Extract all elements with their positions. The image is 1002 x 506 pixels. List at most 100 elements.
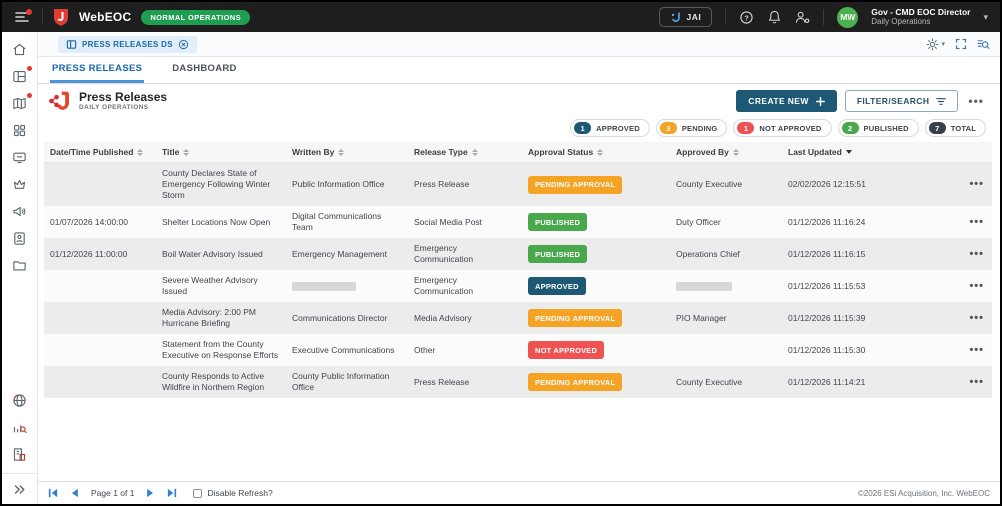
- last-page-button[interactable]: [167, 488, 177, 498]
- cell-date-time-published: [44, 377, 156, 387]
- tab-dashboard[interactable]: DASHBOARD: [172, 63, 237, 74]
- menus-icon[interactable]: [11, 122, 29, 139]
- cell-last-updated: 01/12/2026 11:16:15: [788, 248, 866, 259]
- column-label: Release Type: [414, 147, 468, 157]
- webeoc-logo-icon: [54, 9, 68, 26]
- maps-icon[interactable]: [11, 93, 32, 112]
- create-new-button[interactable]: CREATE NEW: [736, 90, 837, 112]
- column-label: Approval Status: [528, 147, 594, 157]
- plugins-icon[interactable]: [11, 176, 29, 193]
- disable-refresh-checkbox[interactable]: [193, 488, 203, 498]
- cell-release-type: Emergency Communication: [414, 275, 474, 296]
- boards-icon[interactable]: [11, 66, 32, 85]
- disable-refresh-label: Disable Refresh?: [207, 488, 273, 498]
- sort-icon: [471, 148, 478, 156]
- next-page-button[interactable]: [146, 488, 155, 498]
- globe-icon[interactable]: [11, 392, 29, 409]
- summary-badge-total[interactable]: 7 TOTAL: [924, 119, 986, 137]
- board-analytics-icon[interactable]: [11, 419, 29, 436]
- badge-count: 2: [841, 122, 859, 134]
- row-actions-button[interactable]: •••: [969, 215, 984, 228]
- divider: [823, 9, 825, 25]
- cell-release-type: Press Release: [414, 179, 470, 189]
- find-in-board-icon[interactable]: [977, 38, 990, 50]
- board-subtitle: DAILY OPERATIONS: [79, 104, 149, 112]
- user-name: Gov - CMD EOC Director: [871, 6, 971, 17]
- fullscreen-icon[interactable]: [955, 38, 967, 50]
- cell-last-updated: 01/12/2026 11:15:30: [788, 344, 866, 355]
- expand-sidebar-icon[interactable]: [11, 481, 29, 498]
- filter-icon: [936, 97, 947, 105]
- user-menu-caret-icon[interactable]: ▾: [983, 11, 988, 22]
- row-actions-button[interactable]: •••: [969, 343, 984, 356]
- home-icon[interactable]: [11, 41, 29, 58]
- row-actions-button[interactable]: •••: [969, 178, 984, 190]
- row-actions-button[interactable]: •••: [969, 247, 984, 260]
- table-body: County Declares State of Emergency Follo…: [44, 163, 992, 398]
- maps-badge-dot: [26, 93, 32, 98]
- help-icon[interactable]: ?: [739, 10, 754, 25]
- notifications-bell-icon[interactable]: [767, 10, 782, 25]
- table-row[interactable]: Media Advisory: 2:00 PM Hurricane Briefi…: [44, 302, 992, 334]
- organization-icon[interactable]: [11, 446, 29, 463]
- table-row[interactable]: Severe Weather Advisory Issued Emergency …: [44, 270, 992, 302]
- folder-icon[interactable]: [11, 257, 29, 274]
- row-actions-button[interactable]: •••: [969, 311, 984, 324]
- board-grid-icon: [66, 39, 77, 49]
- copyright-text: ©2026 ESi Acquisition, Inc. WebEOC: [857, 488, 990, 498]
- column-header-last-updated[interactable]: Last Updated: [782, 142, 912, 162]
- column-header-title[interactable]: Title: [156, 142, 286, 162]
- badge-count: 1: [574, 122, 592, 134]
- summary-badge-approved[interactable]: 1 APPROVED: [570, 119, 650, 137]
- monitor-icon[interactable]: [11, 149, 29, 166]
- table-row[interactable]: County Responds to Active Wildfire in No…: [44, 366, 992, 398]
- board-tab-press-releases-ds[interactable]: PRESS RELEASES DS: [58, 35, 197, 53]
- board-settings-gear-icon[interactable]: ▾: [926, 38, 945, 51]
- cell-approval-status: PENDING APPROVAL: [522, 171, 670, 199]
- status-chip-pending-approval: PENDING APPROVAL: [528, 175, 623, 194]
- summary-badge-not-approved[interactable]: 1 NOT APPROVED: [733, 119, 832, 137]
- table-row[interactable]: Statement from the County Executive on R…: [44, 334, 992, 366]
- cell-written-by: County Public Information Office: [292, 371, 390, 392]
- board-tab-strip: PRESS RELEASES DS ▾: [38, 32, 1000, 57]
- tab-press-releases[interactable]: PRESS RELEASES: [50, 57, 145, 83]
- column-label: Approved By: [676, 147, 729, 157]
- view-tabs: PRESS RELEASES DASHBOARD: [38, 57, 1000, 84]
- user-info[interactable]: Gov - CMD EOC Director Daily Operations: [871, 7, 970, 28]
- summary-badges: 1 APPROVED 3 PENDING 1 NOT APPROVED 2 PUBLISHED…: [38, 116, 1000, 140]
- table-row[interactable]: 01/07/2026 14:00:00 Shelter Locations Now…: [44, 206, 992, 238]
- cell-approved-by: County Executive: [676, 179, 743, 189]
- broadcast-megaphone-icon[interactable]: [11, 203, 29, 220]
- row-actions-button[interactable]: •••: [969, 279, 984, 292]
- column-header-release-type[interactable]: Release Type: [408, 142, 522, 162]
- disable-refresh-control[interactable]: Disable Refresh?: [193, 488, 273, 498]
- first-page-button[interactable]: [48, 488, 58, 498]
- cell-approval-status: NOT APPROVED: [522, 336, 670, 364]
- collapse-menu-icon[interactable]: [12, 8, 32, 26]
- table-row[interactable]: County Declares State of Emergency Follo…: [44, 163, 992, 206]
- row-actions-button[interactable]: •••: [969, 375, 984, 388]
- close-tab-icon[interactable]: [178, 39, 189, 50]
- column-header-date-time-published[interactable]: Date/Time Published: [44, 142, 156, 162]
- column-header-approval-status[interactable]: Approval Status: [522, 142, 670, 162]
- cell-approval-status: PUBLISHED: [522, 240, 670, 268]
- previous-page-button[interactable]: [70, 488, 79, 498]
- boards-badge-dot: [26, 66, 32, 71]
- user-avatar[interactable]: MW: [837, 6, 859, 28]
- sessions-user-icon[interactable]: [795, 10, 810, 25]
- cell-release-type: Emergency Communication: [414, 243, 474, 264]
- status-chip-published: PUBLISHED: [528, 245, 588, 263]
- column-header-approved-by[interactable]: Approved By: [670, 142, 782, 162]
- more-options-button[interactable]: •••: [968, 94, 984, 108]
- cell-approved-by: [670, 345, 782, 355]
- divider: [42, 9, 43, 25]
- jai-button[interactable]: JAI: [658, 7, 713, 27]
- contacts-icon[interactable]: [11, 230, 29, 247]
- table-row[interactable]: 01/12/2026 11:00:00 Boil Water Advisory I…: [44, 238, 992, 270]
- summary-badge-pending[interactable]: 3 PENDING: [655, 119, 728, 137]
- column-header-written-by[interactable]: Written By: [286, 142, 408, 162]
- filter-search-button[interactable]: FILTER/SEARCH: [844, 90, 959, 112]
- press-releases-table: Date/Time Published Title Written By Releas…: [44, 142, 992, 398]
- summary-badge-published[interactable]: 2 PUBLISHED: [837, 119, 919, 137]
- cell-date-time-published: [44, 180, 156, 190]
